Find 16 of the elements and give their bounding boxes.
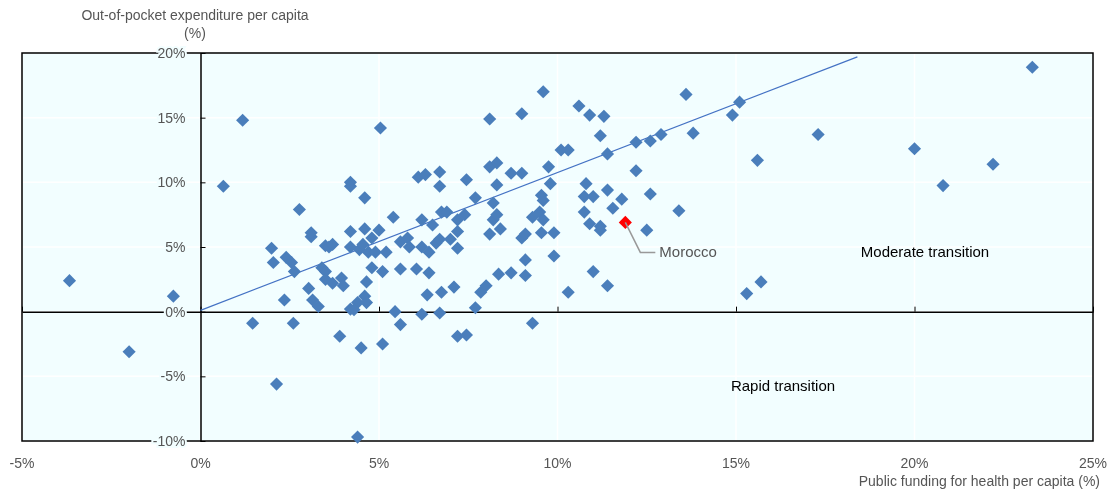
- x-tick-label: 20%: [900, 455, 929, 471]
- y-tick-label: 5%: [165, 239, 186, 255]
- y-axis-title: Out-of-pocket expenditure per capita (%): [81, 7, 309, 41]
- y-tick-label: -5%: [160, 368, 186, 385]
- annotation: Rapid transition: [730, 377, 836, 394]
- text: Morocco: [659, 243, 717, 261]
- x-tick-label: 0%: [190, 455, 211, 471]
- x-axis-title: Public funding for health per capita (%): [858, 473, 1100, 489]
- x-tick-label: -5%: [9, 455, 35, 471]
- x-tick-label: 5%: [368, 455, 390, 471]
- x-tick-label: 15%: [721, 455, 751, 471]
- x-tick-label: 25%: [1078, 455, 1108, 471]
- x-tick-label: 10%: [543, 455, 572, 471]
- y-tick-label: 15%: [157, 109, 186, 126]
- y-tick-label: 10%: [157, 174, 186, 191]
- annotation: Moderate transition: [860, 243, 990, 260]
